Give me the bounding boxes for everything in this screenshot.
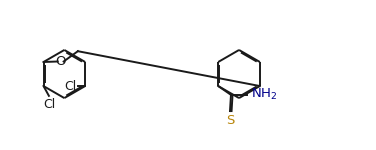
Text: NH$_2$: NH$_2$ <box>250 87 277 102</box>
Text: O: O <box>55 55 66 68</box>
Text: Cl: Cl <box>43 98 55 111</box>
Text: S: S <box>226 114 234 126</box>
Text: Cl: Cl <box>64 80 76 93</box>
